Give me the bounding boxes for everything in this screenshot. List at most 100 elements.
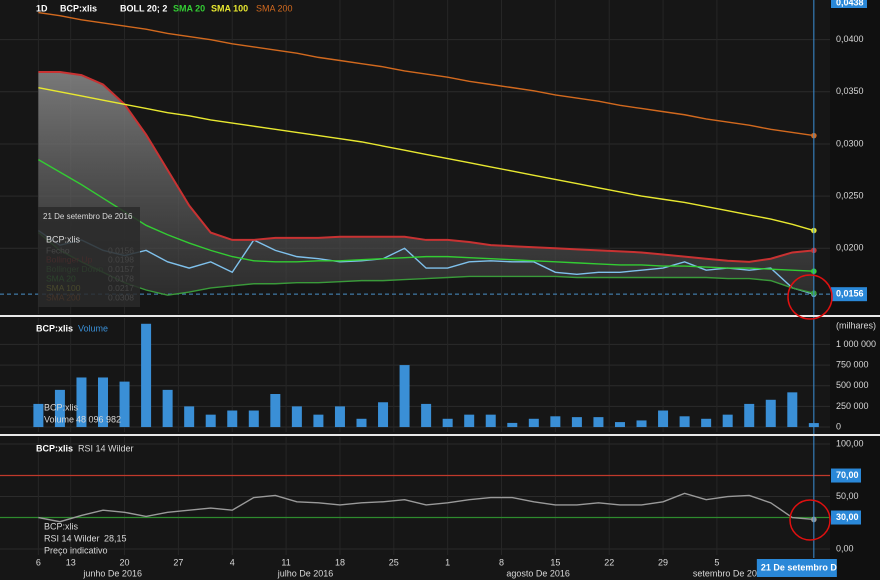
volume-bar (571, 417, 582, 428)
volume-bar (54, 389, 65, 428)
x-tick-label: 13 (66, 557, 76, 567)
volume-bar (205, 414, 216, 428)
y-tick-label: 50,00 (836, 491, 859, 501)
volume-bar (765, 399, 776, 428)
volume-bar (787, 392, 798, 428)
volume-bar (550, 416, 561, 428)
volume-bar (76, 377, 87, 428)
volume-bar (421, 403, 432, 428)
highlight-circle (787, 274, 833, 320)
month-label: julho De 2016 (277, 568, 334, 578)
tick-highlight (831, 468, 861, 483)
y-tick-label: 0,0350 (836, 86, 864, 96)
volume-bar (593, 417, 604, 428)
month-label: agosto De 2016 (506, 568, 570, 578)
tooltip-symbol: BCP:xlis (44, 521, 79, 531)
crosshair-date: 21 De setembro D (761, 562, 838, 572)
volume-bar (313, 414, 324, 428)
x-tick-label: 20 (120, 557, 130, 567)
x-tick-label: 25 (389, 557, 399, 567)
y-tick-label: 750 000 (836, 359, 869, 369)
volume-bar (184, 406, 195, 428)
tooltip-note: Preço indicativo (44, 545, 108, 555)
x-tick-label: 27 (173, 557, 183, 567)
series-line (38, 70, 814, 263)
legend-sma20: SMA 20 (173, 3, 205, 13)
y-tick-label: 70,00 (836, 470, 859, 480)
x-tick-label: 4 (230, 557, 235, 567)
month-label: junho De 2016 (82, 568, 142, 578)
series-line (37, 229, 815, 295)
tooltip-symbol: BCP:xlis (46, 234, 81, 244)
series-line (38, 86, 815, 232)
x-tick-label: 6 (36, 557, 41, 567)
series-line (38, 492, 814, 523)
tooltip-name: RSI 14 Wilder (44, 533, 100, 543)
volume-bar (98, 377, 109, 428)
volume-bar (356, 418, 367, 428)
volume-bar (162, 389, 173, 428)
symbol: BCP:xlis (36, 323, 73, 333)
volume-bar (636, 420, 647, 428)
tooltip-symbol: BCP:xlis (44, 402, 79, 412)
legend-rsi: RSI 14 Wilder (78, 443, 134, 453)
volume-bar (464, 414, 475, 428)
y-tick-label: 250 000 (836, 401, 869, 411)
volume-bar (227, 410, 238, 428)
crosshair-value: 0,0438 (836, 0, 864, 7)
x-tick-label: 1 (445, 557, 450, 567)
month-label: setembro De 2016 (693, 568, 767, 578)
last-price-label: 0,0156 (836, 289, 864, 299)
volume-bar (679, 416, 690, 428)
volume-bar (701, 418, 712, 428)
y-tick-label: 500 000 (836, 380, 869, 390)
tooltip-value: 28,15 (104, 533, 127, 543)
volume-bar (485, 414, 496, 428)
volume-bar (248, 410, 259, 428)
tooltip-value: 48 096 982 (76, 414, 121, 424)
tooltip-date: 21 De setembro De 2016 (43, 212, 133, 221)
x-tick-label: 29 (658, 557, 668, 567)
volume-bar (270, 394, 281, 428)
last-price-box (831, 287, 867, 302)
x-tick-label: 18 (335, 557, 345, 567)
x-tick-label: 22 (604, 557, 614, 567)
symbol: BCP:xlis (60, 3, 97, 13)
x-tick-label: 11 (281, 557, 290, 567)
volume-bar (378, 402, 389, 428)
volume-bar (33, 403, 44, 428)
volume-bar (141, 323, 152, 428)
y-tick-label: 30,00 (836, 512, 859, 522)
legend-sma200: SMA 200 (256, 3, 293, 13)
symbol: BCP:xlis (36, 443, 73, 453)
tick-highlight (831, 510, 861, 525)
tooltip-name: Volume (44, 414, 74, 424)
indicator: BOLL 20; 2 (120, 3, 167, 13)
volume-bar (442, 418, 453, 428)
y-tick-label: 1 000 000 (836, 339, 876, 349)
y-tick-label: 0,0300 (836, 138, 864, 148)
volume-bar (744, 403, 755, 428)
interval: 1D (36, 3, 48, 13)
unit-label: (milhares) (836, 320, 876, 330)
volume-bar (507, 422, 518, 428)
y-tick-label: 0,0200 (836, 243, 864, 253)
volume-bar (399, 365, 410, 428)
y-tick-label: 0,00 (836, 543, 854, 553)
y-tick-label: 100,00 (836, 438, 864, 448)
y-tick-label: 0,0250 (836, 190, 864, 200)
highlight-circle (789, 499, 831, 541)
volume-bar (614, 422, 625, 428)
tooltip-box (38, 207, 140, 307)
series-line (38, 159, 814, 272)
series-line (38, 11, 814, 137)
x-tick-label: 5 (714, 557, 719, 567)
volume-bar (658, 410, 669, 428)
legend-sma100: SMA 100 (211, 3, 248, 13)
crosshair-value-box (831, 0, 867, 8)
y-tick-label: 0 (836, 421, 841, 431)
legend-volume: Volume (78, 323, 108, 333)
x-tick-label: 15 (550, 557, 560, 567)
volume-bar (334, 406, 345, 428)
